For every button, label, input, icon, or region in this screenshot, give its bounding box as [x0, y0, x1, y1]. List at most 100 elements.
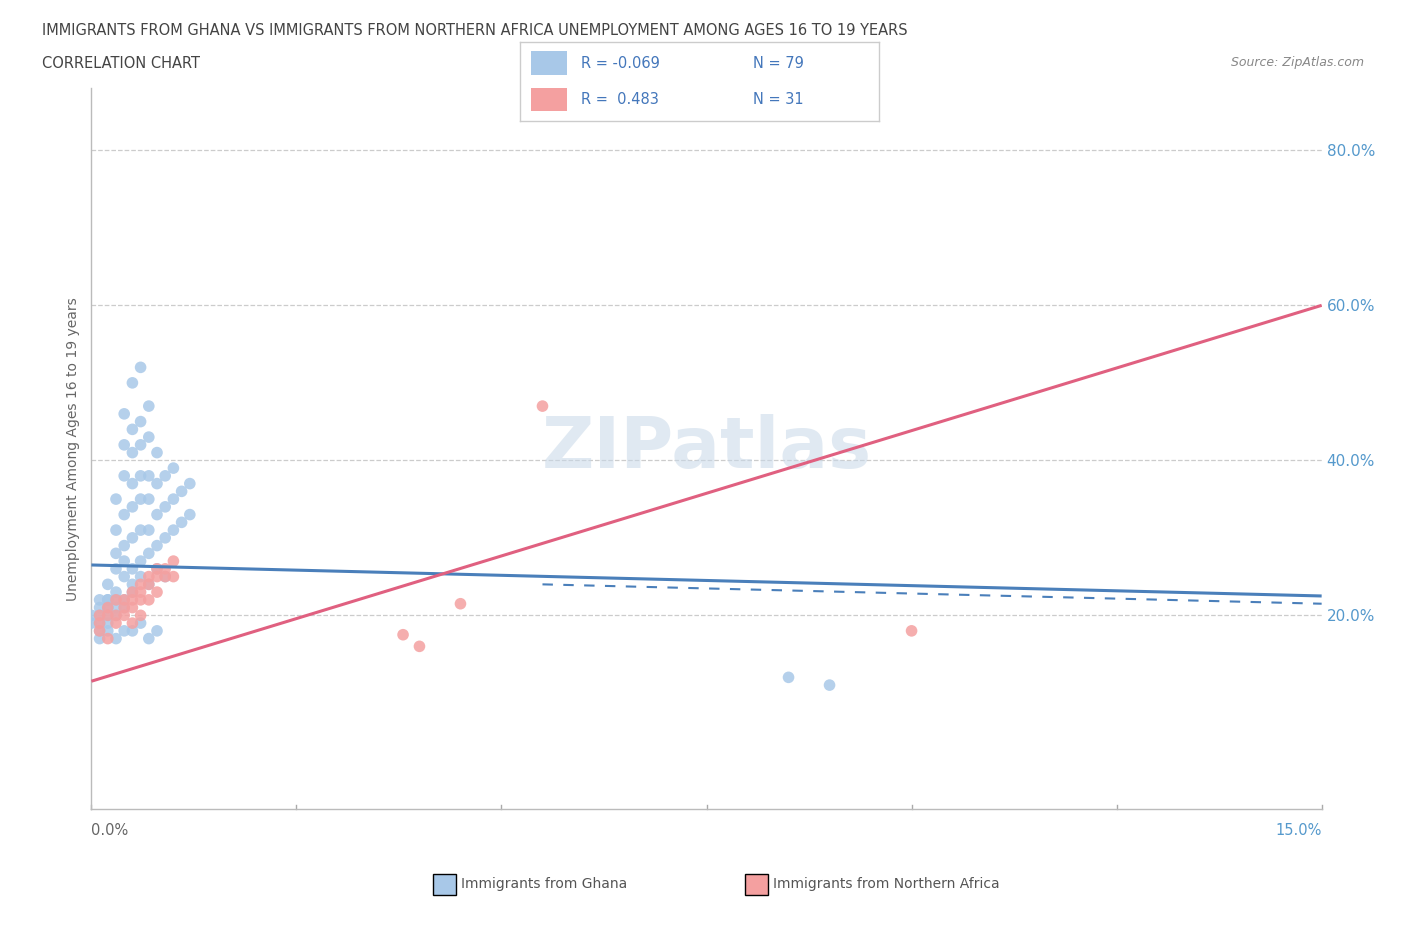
Point: [129, 585, 152, 600]
Point: [112, 569, 135, 584]
Point: [138, 569, 160, 584]
Point: [129, 414, 152, 429]
Point: [89, 608, 111, 623]
Point: [105, 592, 127, 607]
Point: [129, 360, 152, 375]
Point: [89, 616, 111, 631]
Point: [129, 616, 152, 631]
Point: [146, 507, 169, 522]
Point: [778, 670, 800, 684]
Point: [105, 616, 127, 631]
Point: [105, 523, 127, 538]
Point: [138, 492, 160, 507]
Text: 15.0%: 15.0%: [1275, 823, 1322, 838]
Text: R =  0.483: R = 0.483: [581, 92, 659, 107]
Text: Immigrants from Northern Africa: Immigrants from Northern Africa: [773, 876, 1000, 891]
Point: [138, 546, 160, 561]
Point: [146, 445, 169, 460]
Point: [129, 523, 152, 538]
Point: [153, 499, 177, 514]
Point: [129, 569, 152, 584]
Point: [153, 469, 177, 484]
Point: [162, 460, 184, 475]
Point: [138, 577, 160, 591]
Point: [162, 492, 184, 507]
Text: ZIPatlas: ZIPatlas: [541, 414, 872, 484]
Point: [112, 600, 135, 615]
Point: [162, 553, 184, 568]
Point: [105, 600, 127, 615]
Point: [112, 406, 135, 421]
Point: [121, 616, 143, 631]
Point: [105, 492, 127, 507]
Point: [112, 592, 135, 607]
Point: [121, 422, 143, 437]
Point: [121, 376, 143, 391]
Point: [138, 592, 160, 607]
Point: [97, 592, 120, 607]
Point: [121, 445, 143, 460]
Text: N = 31: N = 31: [754, 92, 804, 107]
Point: [138, 631, 160, 646]
Point: [89, 623, 111, 638]
Point: [129, 553, 152, 568]
Point: [153, 569, 177, 584]
Point: [105, 592, 127, 607]
Point: [97, 592, 120, 607]
Point: [146, 623, 169, 638]
Point: [138, 469, 160, 484]
Point: [121, 585, 143, 600]
Point: [121, 623, 143, 638]
Point: [138, 577, 160, 591]
Point: [105, 585, 127, 600]
Point: [146, 562, 169, 577]
Point: [112, 592, 135, 607]
Point: [138, 399, 160, 414]
Point: [89, 592, 111, 607]
Point: [129, 437, 152, 452]
Point: [97, 600, 120, 615]
Point: [449, 596, 471, 611]
Point: [97, 608, 120, 623]
Point: [392, 628, 415, 643]
Point: [121, 530, 143, 545]
Point: [105, 631, 127, 646]
Point: [900, 623, 922, 638]
Point: [408, 639, 430, 654]
Text: R = -0.069: R = -0.069: [581, 56, 659, 71]
Point: [121, 499, 143, 514]
Point: [146, 562, 169, 577]
Point: [170, 515, 193, 530]
Point: [138, 430, 160, 445]
Point: [89, 631, 111, 646]
Point: [112, 623, 135, 638]
FancyBboxPatch shape: [531, 87, 567, 112]
Point: [89, 616, 111, 631]
Text: Source: ZipAtlas.com: Source: ZipAtlas.com: [1230, 56, 1364, 69]
Point: [121, 476, 143, 491]
Point: [138, 523, 160, 538]
Point: [162, 569, 184, 584]
Text: CORRELATION CHART: CORRELATION CHART: [42, 56, 200, 71]
Point: [121, 562, 143, 577]
Point: [112, 553, 135, 568]
Point: [105, 608, 127, 623]
Point: [121, 592, 143, 607]
Point: [146, 476, 169, 491]
Point: [105, 608, 127, 623]
Point: [129, 608, 152, 623]
Point: [121, 600, 143, 615]
Point: [146, 569, 169, 584]
Point: [121, 585, 143, 600]
Point: [80, 616, 103, 631]
Point: [153, 530, 177, 545]
Point: [112, 469, 135, 484]
Point: [121, 577, 143, 591]
Point: [153, 562, 177, 577]
Point: [146, 538, 169, 553]
Point: [112, 437, 135, 452]
Point: [129, 469, 152, 484]
Point: [112, 600, 135, 615]
Point: [129, 492, 152, 507]
Text: Immigrants from Ghana: Immigrants from Ghana: [461, 876, 627, 891]
